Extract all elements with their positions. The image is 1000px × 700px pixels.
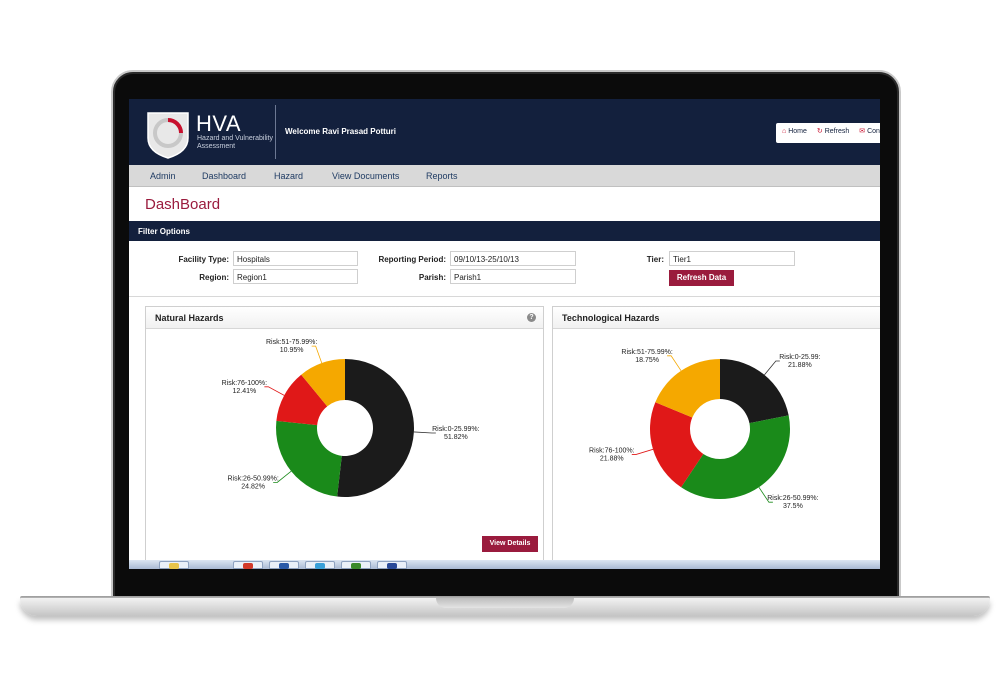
main-nav: Admin Dashboard Hazard View Documents Re… <box>129 165 880 187</box>
parish-label: Parish: <box>418 273 446 282</box>
os-taskbar <box>129 560 880 569</box>
home-icon: ⌂ <box>782 128 787 135</box>
taskbar-item-3[interactable] <box>269 561 299 569</box>
natural-hazards-title: Natural Hazards <box>155 313 224 323</box>
taskbar-item-6[interactable] <box>377 561 407 569</box>
natural-hazards-donut-chart: Risk:0-25.99%: 51.82% Risk:26-50.99%: 24.82… <box>222 339 480 497</box>
parish-select[interactable]: Parish1 <box>450 269 576 284</box>
laptop-notch <box>436 598 574 608</box>
user-name: Ravi Prasad Potturi <box>322 127 397 136</box>
tier-select[interactable]: Tier1 <box>669 251 795 266</box>
help-icon[interactable]: ? <box>527 313 536 322</box>
tech-connector-risk-76-100 <box>631 448 654 455</box>
natural-label-risk-0-25: Risk:0-25.99%: 51.82% <box>432 426 480 441</box>
mail-icon: ✉ <box>859 128 866 135</box>
tech-slice-risk-26-50[interactable] <box>681 415 790 499</box>
filter-separator <box>129 296 880 297</box>
welcome-prefix: Welcome <box>285 127 320 136</box>
natural-slice-risk-0-25[interactable] <box>337 359 414 497</box>
view-details-button[interactable]: View Details <box>482 536 538 552</box>
taskbar-item-4[interactable] <box>305 561 335 569</box>
taskbar-item-2[interactable] <box>233 561 263 569</box>
taskbar-item-5[interactable] <box>341 561 371 569</box>
nav-admin[interactable]: Admin <box>150 171 176 181</box>
natural-connector-risk-51-75 <box>311 345 323 364</box>
tech-slice-risk-76-100[interactable] <box>650 402 704 488</box>
tech-label-risk-26-50: Risk:26-50.99%: 37.5% <box>767 495 818 510</box>
natural-connector-risk-0-25 <box>413 431 436 434</box>
natural-hazards-panel: Natural Hazards ? Risk:0-25.99%: 51.82% Ri… <box>145 306 544 562</box>
app-screen: HVA Hazard and Vulnerability Assessment … <box>129 99 880 569</box>
top-links: ⌂ Home ↻ Refresh ✉ Con <box>776 123 880 143</box>
app-header: HVA Hazard and Vulnerability Assessment … <box>129 99 880 165</box>
tech-label-risk-76-100: Risk:76-100%: 21.88% <box>589 448 635 463</box>
refresh-link[interactable]: ↻ Refresh <box>816 128 850 135</box>
technological-hazards-donut-chart: Risk:0-25.99: 21.88% Risk:26-50.99%: 37.5% R… <box>589 349 820 510</box>
technological-hazards-title: Technological Hazards <box>562 313 660 323</box>
tech-connector-risk-26-50 <box>758 486 773 503</box>
tech-slice-risk-0-25[interactable] <box>720 359 789 424</box>
natural-label-risk-51-75: Risk:51-75.99%: 10.95% <box>266 339 317 354</box>
region-select[interactable]: Region1 <box>233 269 358 284</box>
tech-label-risk-0-25: Risk:0-25.99: 21.88% <box>779 354 820 369</box>
natural-label-risk-26-50: Risk:26-50.99%: 24.82% <box>227 475 278 490</box>
filter-options-title: Filter Options <box>138 227 190 236</box>
nav-reports[interactable]: Reports <box>426 171 458 181</box>
page-title: DashBoard <box>145 196 221 213</box>
tech-connector-risk-51-75 <box>667 355 682 372</box>
natural-label-risk-76-100: Risk:76-100%: 12.41% <box>222 380 268 395</box>
natural-slice-risk-26-50[interactable] <box>276 420 342 497</box>
technological-hazards-header: Technological Hazards <box>553 307 880 329</box>
refresh-data-button[interactable]: Refresh Data <box>669 270 734 286</box>
reporting-period-label: Reporting Period: <box>378 255 446 264</box>
logo-subtitle: Hazard and Vulnerability Assessment <box>197 135 274 150</box>
nav-dashboard[interactable]: Dashboard <box>202 171 247 181</box>
filter-options-bar: Filter Options <box>129 221 880 241</box>
home-link[interactable]: ⌂ Home <box>782 128 807 135</box>
tech-slice-risk-51-75[interactable] <box>655 359 720 418</box>
technological-hazards-panel: Technological Hazards Risk:0-25.99: 21.88… <box>552 306 880 562</box>
refresh-icon: ↻ <box>816 128 823 135</box>
header-divider <box>275 105 276 159</box>
natural-slice-risk-76-100[interactable] <box>276 374 328 426</box>
facility-type-label: Facility Type: <box>178 255 229 264</box>
tech-label-risk-51-75: Risk:51-75.99%: 18.75% <box>621 349 672 364</box>
logo-title: HVA <box>196 111 242 136</box>
hva-logo-icon <box>147 112 189 159</box>
natural-connector-risk-76-100 <box>264 386 285 396</box>
tier-label: Tier: <box>646 255 664 264</box>
welcome-text: Welcome Ravi Prasad Potturi <box>285 127 396 136</box>
contact-link[interactable]: ✉ Con <box>859 128 880 135</box>
facility-type-select[interactable]: Hospitals <box>233 251 358 266</box>
tech-connector-risk-0-25 <box>764 360 780 376</box>
region-label: Region: <box>199 273 229 282</box>
natural-connector-risk-26-50 <box>273 470 292 483</box>
taskbar-item-1[interactable] <box>159 561 189 569</box>
nav-view-documents[interactable]: View Documents <box>332 171 400 181</box>
reporting-period-input[interactable]: 09/10/13-25/10/13 <box>450 251 576 266</box>
nav-hazard[interactable]: Hazard <box>274 171 304 181</box>
natural-slice-risk-51-75[interactable] <box>301 359 345 407</box>
natural-hazards-header: Natural Hazards ? <box>146 307 543 329</box>
